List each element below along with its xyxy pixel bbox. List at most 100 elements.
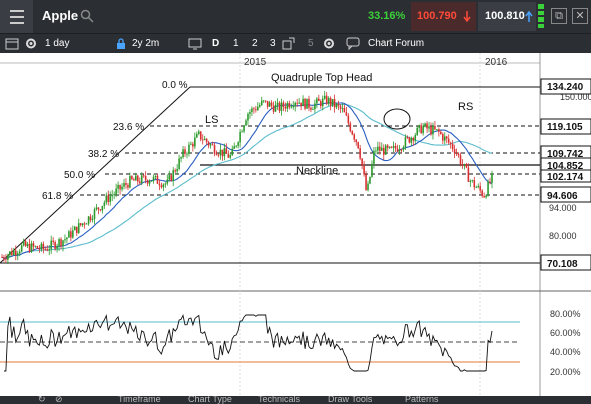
refresh-icon[interactable]: ↻ xyxy=(38,396,46,404)
reset-icon[interactable]: ⊘ xyxy=(55,396,63,404)
candle-body xyxy=(237,142,239,146)
candle-body xyxy=(46,249,49,251)
candle-body xyxy=(87,216,90,224)
candle-body xyxy=(22,241,25,246)
draw-item-1[interactable]: 1 xyxy=(233,38,239,49)
candle-body xyxy=(154,175,157,177)
candle-body xyxy=(384,145,387,155)
candle-body xyxy=(414,135,417,141)
candle-body xyxy=(194,137,196,147)
market-depth-indicator xyxy=(538,4,544,28)
draw-item-2[interactable]: 2 xyxy=(252,38,258,49)
candle-body xyxy=(300,102,302,107)
tab-timeframe[interactable]: Timeframe xyxy=(118,396,161,404)
screen-icon[interactable] xyxy=(188,37,202,50)
candle-body xyxy=(363,165,365,175)
candle-body xyxy=(463,163,466,165)
chat-bubble-icon[interactable] xyxy=(346,37,360,50)
draw-item-3[interactable]: 3 xyxy=(270,38,276,49)
rsi-axis-label: 40.00% xyxy=(550,347,581,357)
search-icon[interactable] xyxy=(80,9,94,23)
candle-body xyxy=(459,155,462,165)
change-percent: 33.16% xyxy=(368,10,406,22)
candle-body xyxy=(213,144,216,154)
candle-body xyxy=(442,133,444,141)
candle-body xyxy=(333,99,336,108)
close-icon[interactable]: ✕ xyxy=(572,8,588,24)
price-axis-label: 94.000 xyxy=(549,203,577,213)
candle-body xyxy=(268,102,271,107)
candle-body xyxy=(196,134,198,138)
tab-technicals[interactable]: Technicals xyxy=(258,396,301,404)
candle-body xyxy=(457,153,460,156)
candle-body xyxy=(1,257,3,258)
menu-button[interactable] xyxy=(0,0,33,33)
candle-body xyxy=(386,145,389,148)
candle-body xyxy=(280,102,283,111)
candle-body xyxy=(162,184,165,188)
range-selector[interactable]: 2y 2m xyxy=(132,38,160,49)
svg-text:134.240: 134.240 xyxy=(547,82,584,93)
candle-body xyxy=(310,107,312,110)
tab-patterns[interactable]: Patterns xyxy=(405,396,439,404)
settings-gear-icon[interactable] xyxy=(322,37,336,50)
down-arrow-icon xyxy=(463,11,471,22)
candle-body xyxy=(404,137,407,148)
tab-chart-type[interactable]: Chart Type xyxy=(188,396,232,404)
candle-body xyxy=(135,175,137,181)
candle-body xyxy=(209,144,212,146)
candle-body xyxy=(186,153,188,155)
popout-icon[interactable]: ⧉ xyxy=(551,8,567,24)
candle-body xyxy=(83,223,86,225)
candle-body xyxy=(64,239,66,241)
candle-body xyxy=(469,180,472,182)
candle-body xyxy=(343,107,346,113)
ask-price: 100.810 xyxy=(485,10,525,22)
candle-body xyxy=(380,147,383,151)
candle-body xyxy=(406,137,409,139)
sell-price-button[interactable]: 100.790 xyxy=(411,2,476,31)
candle-body xyxy=(302,98,304,107)
interval-selector[interactable]: 1 day xyxy=(45,38,70,49)
candle-body xyxy=(203,138,206,141)
candle-body xyxy=(99,209,102,211)
draw-item-d[interactable]: D xyxy=(212,38,220,49)
candle-body xyxy=(270,102,273,106)
candle-body xyxy=(9,251,11,256)
moving-average-path xyxy=(1,103,493,260)
gear-icon[interactable] xyxy=(24,37,38,50)
candle-body xyxy=(241,131,243,133)
candle-body xyxy=(127,184,129,188)
fib-label-38: 38.2 % xyxy=(88,149,119,160)
candle-body xyxy=(418,125,420,128)
candle-body xyxy=(455,153,458,154)
candle-body xyxy=(136,175,139,182)
candle-body xyxy=(312,109,314,111)
small-number: 5 xyxy=(308,38,314,49)
svg-text:94.606: 94.606 xyxy=(547,191,578,202)
candle-body xyxy=(103,202,106,206)
candle-body xyxy=(13,250,15,256)
candle-body xyxy=(371,163,373,177)
year-label-2016: 2016 xyxy=(485,57,508,68)
chart-forum-link[interactable]: Chart Forum xyxy=(368,38,425,49)
candle-body xyxy=(321,98,324,107)
expand-icon[interactable] xyxy=(282,37,296,50)
candle-body xyxy=(144,175,147,181)
candle-body xyxy=(123,183,125,187)
candle-body xyxy=(152,176,155,181)
rsi-axis-label: 80.00% xyxy=(550,309,581,319)
candle-body xyxy=(379,146,381,151)
lock-icon[interactable] xyxy=(114,37,128,50)
candle-body xyxy=(318,98,320,102)
tab-draw-tools[interactable]: Draw Tools xyxy=(328,396,373,404)
calendar-icon[interactable] xyxy=(5,37,19,50)
candle-body xyxy=(115,188,117,195)
candle-body xyxy=(453,148,456,154)
chart-canvas[interactable]: 2015 2016 0.0 % 23.6 % 38.2 % 50.0 % 61.… xyxy=(0,53,591,396)
candle-body xyxy=(7,255,9,260)
candle-body xyxy=(477,186,480,188)
buy-price-button[interactable]: 100.810 xyxy=(478,2,536,31)
candle-body xyxy=(225,148,228,154)
price-chart[interactable]: 2015 2016 0.0 % 23.6 % 38.2 % 50.0 % 61.… xyxy=(0,53,591,396)
